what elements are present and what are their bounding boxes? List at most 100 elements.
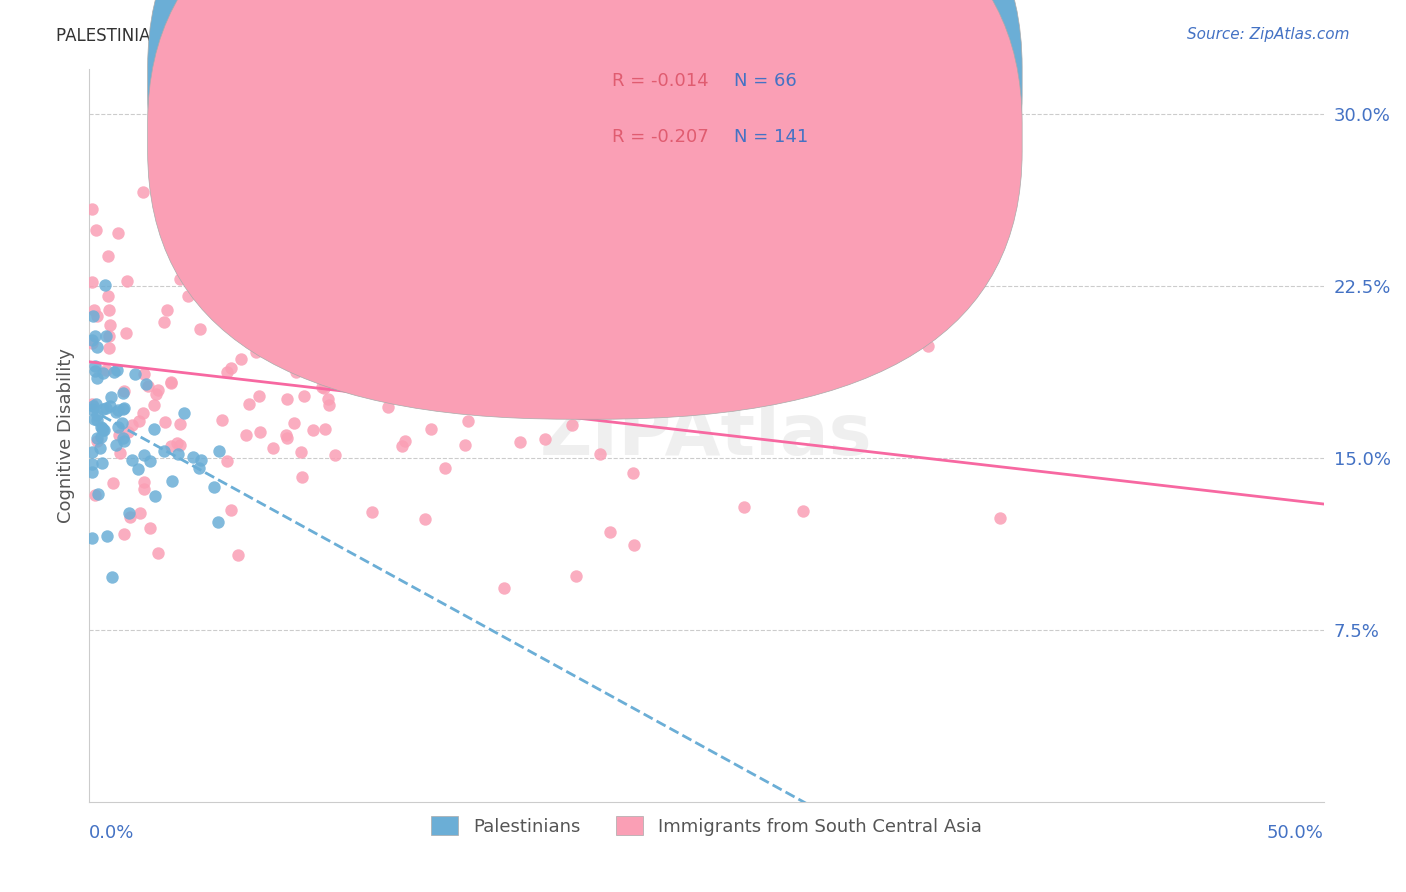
Point	[517, 295, 540, 310]
Point	[276, 430, 298, 444]
Point	[96, 363, 118, 377]
Point	[146, 546, 169, 560]
Point	[114, 326, 136, 340]
Point	[135, 377, 157, 392]
Point	[98, 399, 121, 413]
Point	[86, 340, 108, 354]
Point	[101, 476, 124, 491]
Point	[285, 358, 308, 372]
Point	[89, 441, 111, 455]
Point	[80, 466, 103, 480]
Point	[245, 344, 267, 359]
Point	[111, 386, 134, 401]
Point	[330, 323, 353, 337]
Point	[112, 401, 135, 415]
Point	[139, 521, 162, 535]
Point	[509, 435, 531, 450]
Point	[249, 425, 271, 439]
Text: 50.0%: 50.0%	[1267, 824, 1324, 842]
Point	[84, 488, 107, 502]
Point	[121, 417, 143, 432]
Point	[128, 506, 150, 520]
Point	[112, 434, 135, 448]
Point	[84, 222, 107, 236]
Point	[128, 414, 150, 428]
Point	[82, 310, 104, 324]
Point	[100, 390, 122, 404]
Point	[107, 227, 129, 241]
Point	[527, 315, 550, 329]
Point	[143, 422, 166, 436]
Point	[792, 504, 814, 518]
Text: R = -0.207: R = -0.207	[612, 128, 709, 146]
Point	[80, 402, 103, 417]
Point	[392, 327, 415, 342]
Point	[333, 367, 356, 381]
Point	[276, 392, 298, 406]
Point	[93, 423, 115, 437]
Point	[335, 252, 357, 266]
Point	[917, 339, 939, 353]
Point	[492, 267, 515, 281]
Point	[215, 454, 238, 468]
Point	[636, 279, 658, 293]
Point	[211, 413, 233, 427]
Point	[361, 505, 384, 519]
Point	[238, 397, 260, 411]
Point	[83, 303, 105, 318]
Point	[290, 445, 312, 459]
Point	[377, 400, 399, 414]
Point	[565, 569, 588, 583]
Point	[530, 318, 553, 333]
Point	[159, 376, 181, 390]
Point	[86, 371, 108, 385]
Point	[100, 570, 122, 584]
Legend: Palestinians, Immigrants from South Central Asia: Palestinians, Immigrants from South Cent…	[422, 807, 991, 845]
Point	[111, 431, 134, 445]
Point	[181, 450, 204, 464]
Point	[84, 397, 107, 411]
Point	[82, 275, 104, 289]
Point	[222, 278, 245, 293]
Point	[434, 461, 457, 475]
Point	[90, 420, 112, 434]
Point	[281, 342, 304, 356]
Point	[83, 412, 105, 426]
Point	[314, 381, 336, 395]
Point	[86, 309, 108, 323]
Point	[124, 367, 146, 381]
Point	[406, 345, 429, 359]
Point	[219, 361, 242, 376]
Point	[405, 305, 427, 319]
Point	[132, 367, 155, 381]
Y-axis label: Cognitive Disability: Cognitive Disability	[58, 348, 75, 523]
Point	[169, 438, 191, 452]
Point	[98, 318, 121, 333]
Text: PALESTINIAN VS IMMIGRANTS FROM SOUTH CENTRAL ASIA COGNITIVE DISABILITY CORRELATI: PALESTINIAN VS IMMIGRANTS FROM SOUTH CEN…	[56, 27, 922, 45]
Point	[80, 202, 103, 216]
Point	[266, 300, 288, 314]
Point	[188, 321, 211, 335]
Point	[394, 434, 416, 448]
Point	[80, 336, 103, 351]
Point	[121, 453, 143, 467]
Point	[115, 274, 138, 288]
Point	[80, 531, 103, 545]
Point	[156, 303, 179, 318]
Point	[105, 363, 128, 377]
Point	[534, 432, 557, 446]
Point	[104, 437, 127, 451]
Point	[118, 506, 141, 520]
Point	[219, 503, 242, 517]
Point	[134, 475, 156, 490]
Point	[97, 329, 120, 343]
Point	[621, 467, 644, 481]
Point	[143, 489, 166, 503]
Point	[155, 415, 177, 429]
Point	[323, 449, 346, 463]
Point	[146, 383, 169, 397]
Text: N = 66: N = 66	[734, 72, 797, 90]
Point	[96, 401, 118, 415]
Point	[212, 311, 235, 326]
Point	[96, 529, 118, 543]
